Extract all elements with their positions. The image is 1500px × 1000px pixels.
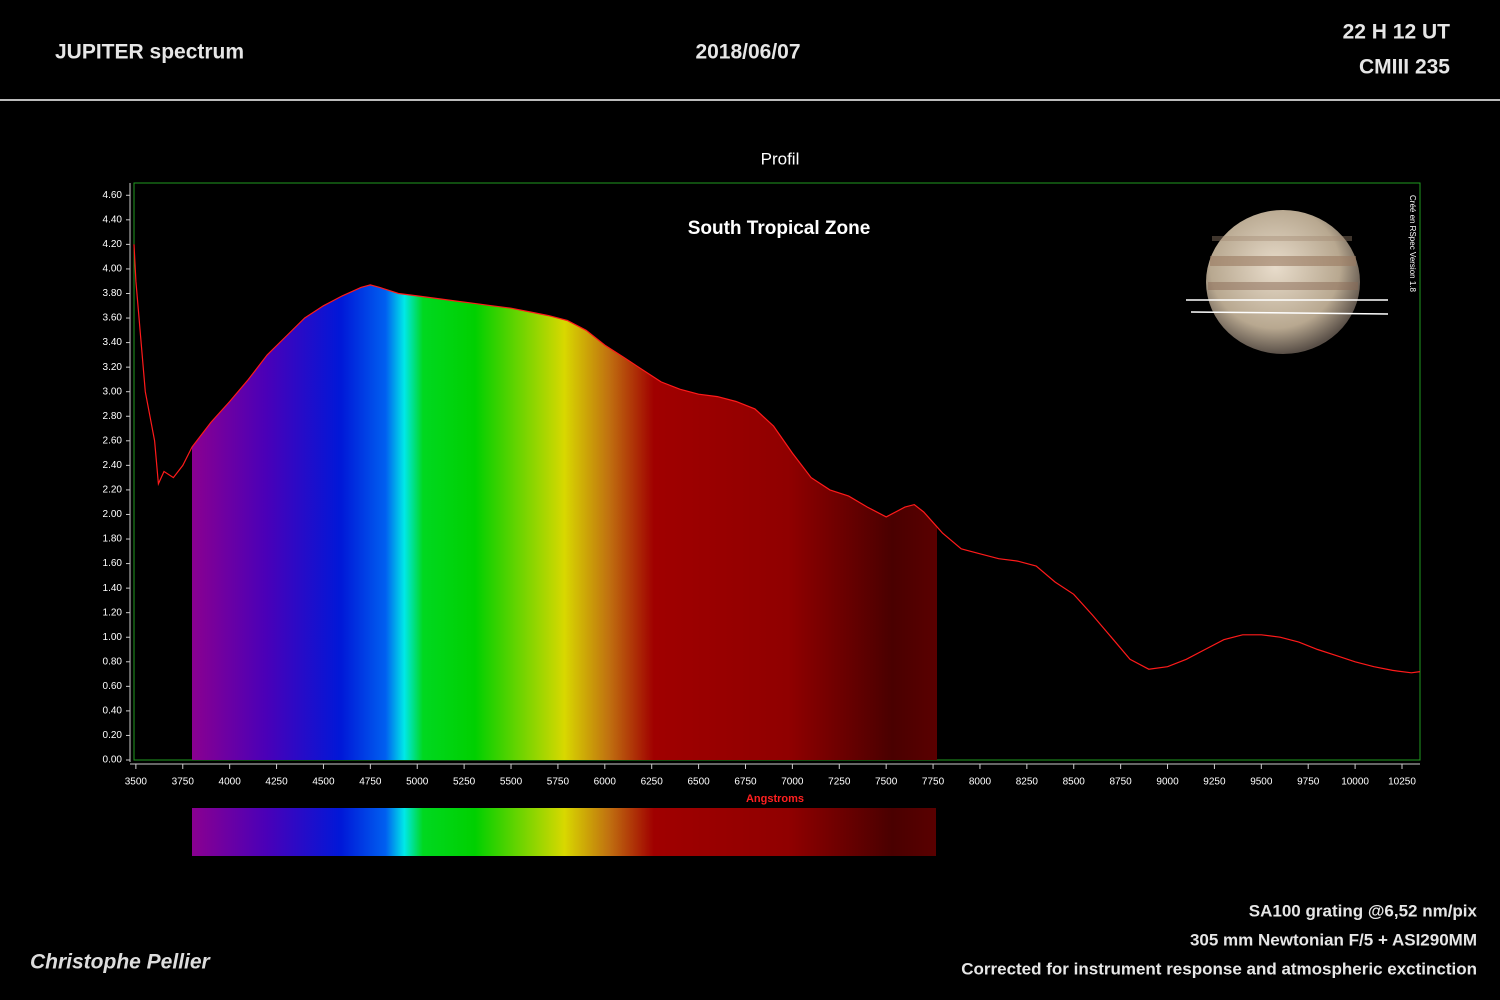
- x-tick-label: 4750: [359, 777, 382, 788]
- x-tick-label: 5250: [453, 777, 476, 788]
- footer-line: Corrected for instrument response and at…: [961, 959, 1477, 978]
- x-tick-label: 7000: [781, 777, 804, 788]
- header-cm: CMIII 235: [1359, 56, 1450, 79]
- x-tick-label: 5750: [547, 777, 570, 788]
- y-tick-label: 0.80: [103, 656, 123, 667]
- x-tick-label: 7250: [828, 777, 851, 788]
- x-tick-label: 6500: [687, 777, 710, 788]
- x-axis-label: Angstroms: [746, 793, 804, 805]
- y-tick-label: 3.40: [103, 337, 123, 348]
- y-tick-label: 0.20: [103, 730, 123, 741]
- jupiter-image: [1186, 210, 1389, 354]
- spectrum-area: [192, 284, 937, 760]
- x-tick-label: 5500: [500, 777, 523, 788]
- x-tick-label: 8000: [969, 777, 992, 788]
- spectrum-line: [133, 244, 1421, 674]
- y-tick-label: 1.40: [103, 583, 123, 594]
- y-tick-label: 2.00: [103, 509, 123, 520]
- y-tick-label: 3.00: [103, 386, 123, 397]
- y-tick-label: 3.60: [103, 313, 123, 324]
- y-tick-label: 3.20: [103, 362, 123, 373]
- x-tick-label: 3750: [172, 777, 195, 788]
- y-tick-label: 1.60: [103, 558, 123, 569]
- x-tick-label: 6000: [594, 777, 617, 788]
- x-tick-label: 9250: [1203, 777, 1226, 788]
- header-title: JUPITER spectrum: [55, 41, 244, 64]
- x-tick-label: 4500: [312, 777, 335, 788]
- y-tick-label: 4.00: [103, 264, 123, 275]
- y-tick-label: 2.80: [103, 411, 123, 422]
- x-tick-label: 6750: [734, 777, 757, 788]
- author: Christophe Pellier: [30, 951, 212, 974]
- x-tick-label: 8250: [1016, 777, 1039, 788]
- y-tick-label: 2.40: [103, 460, 123, 471]
- x-tick-label: 4250: [265, 777, 288, 788]
- y-tick-label: 2.20: [103, 485, 123, 496]
- x-tick-label: 10000: [1341, 777, 1369, 788]
- x-tick-label: 7750: [922, 777, 945, 788]
- header-date: 2018/06/07: [695, 41, 800, 64]
- side-note: Créé en RSpec Version 1.8: [1408, 195, 1417, 292]
- y-tick-label: 2.60: [103, 435, 123, 446]
- x-tick-label: 6250: [641, 777, 664, 788]
- y-tick-label: 4.40: [103, 214, 123, 225]
- x-tick-label: 7500: [875, 777, 898, 788]
- y-tick-label: 1.20: [103, 607, 123, 618]
- y-tick-label: 1.00: [103, 632, 123, 643]
- x-tick-label: 10250: [1388, 777, 1416, 788]
- chart-title: Profil: [761, 149, 800, 168]
- y-tick-label: 0.60: [103, 681, 123, 692]
- x-tick-label: 9500: [1250, 777, 1273, 788]
- x-tick-label: 9000: [1156, 777, 1179, 788]
- x-tick-label: 5000: [406, 777, 429, 788]
- annotation: South Tropical Zone: [688, 218, 871, 239]
- spectrum-bar: [192, 808, 936, 856]
- y-tick-label: 4.20: [103, 239, 123, 250]
- x-tick-label: 3500: [125, 777, 148, 788]
- footer-line: 305 mm Newtonian F/5 + ASI290MM: [1190, 930, 1477, 949]
- y-tick-label: 1.80: [103, 534, 123, 545]
- y-tick-label: 0.00: [103, 755, 123, 766]
- x-tick-label: 8750: [1110, 777, 1133, 788]
- x-tick-label: 8500: [1063, 777, 1086, 788]
- x-tick-label: 4000: [219, 777, 242, 788]
- y-tick-label: 0.40: [103, 706, 123, 717]
- y-tick-label: 3.80: [103, 288, 123, 299]
- footer-line: SA100 grating @6,52 nm/pix: [1249, 901, 1478, 920]
- x-tick-label: 9750: [1297, 777, 1320, 788]
- header-time: 22 H 12 UT: [1343, 21, 1451, 44]
- y-tick-label: 4.60: [103, 190, 123, 201]
